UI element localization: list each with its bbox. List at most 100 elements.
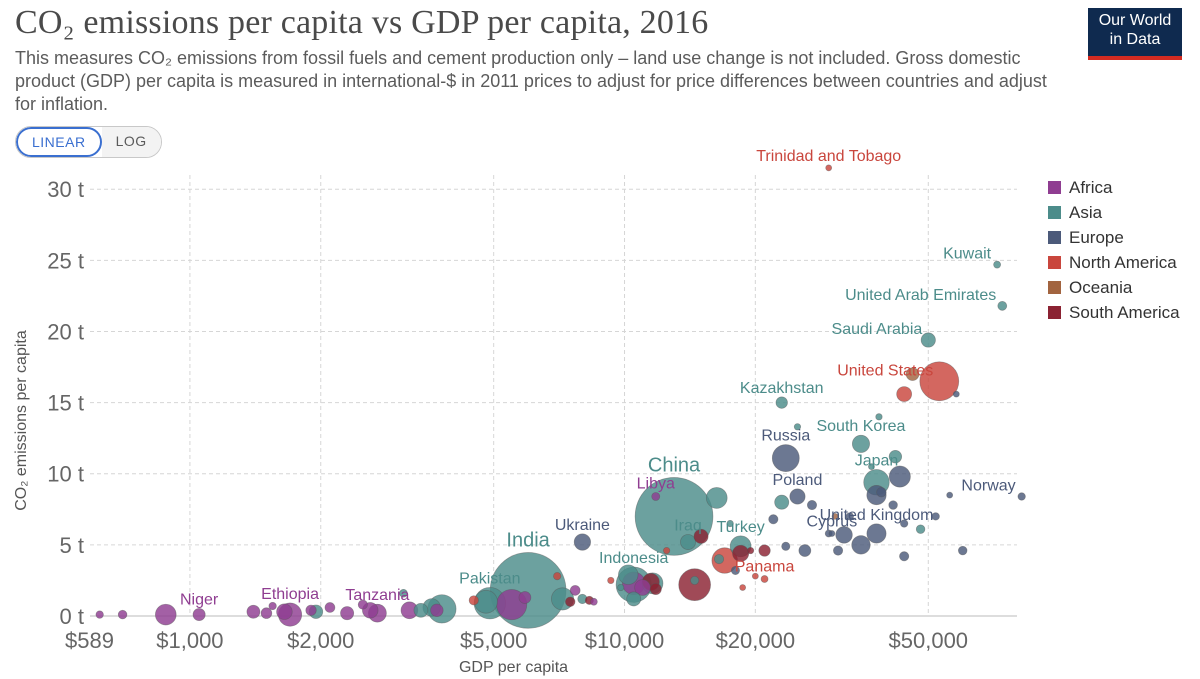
data-point [958,545,968,556]
x-tick-label: $20,000 [716,628,796,653]
data-point [430,603,444,617]
data-point [276,603,293,620]
point-label: Kuwait [943,246,992,263]
data-point [833,545,844,556]
legend-swatch [1048,206,1061,219]
owid-logo[interactable]: Our World in Data [1088,8,1182,60]
data-point [793,423,802,431]
point-label: South Korea [816,418,905,435]
data-point [324,602,336,613]
x-axis-label: GDP per capita [459,659,568,676]
legend-item[interactable]: North America [1048,250,1180,275]
scatter-chart: 0 t 5 t 10 t 15 t 20 t 25 t 30 t $589 $1,000 $2,0… [13,148,1026,676]
data-point [835,526,853,544]
data-point [768,514,779,525]
legend: Africa Asia Europe North America Oceania Sout… [1048,175,1180,325]
data-point [931,512,940,521]
data-point [905,367,920,381]
y-tick-label: 10 t [47,462,84,487]
data-point [489,552,567,629]
point-label: United Kingdom [820,507,934,524]
scale-toggle[interactable]: LINEAR LOG [15,126,162,158]
data-point [746,546,755,555]
legend-swatch [1048,281,1061,294]
data-point [751,572,759,580]
data-point [569,585,581,596]
data-point [705,487,728,509]
data-point [888,450,903,464]
data-point [95,610,104,619]
data-point [760,575,769,583]
legend-label: Europe [1069,227,1124,247]
legend-swatch [1048,306,1061,319]
point-label: Ukraine [555,517,610,534]
data-point [246,604,261,619]
data-point [565,596,576,607]
legend-item[interactable]: Europe [1048,225,1180,250]
data-point [589,597,598,606]
data-point [920,332,936,348]
legend-item[interactable]: Africa [1048,175,1180,200]
legend-item[interactable]: Oceania [1048,275,1180,300]
data-point [952,390,960,398]
point-label: United Arab Emirates [845,287,996,304]
y-tick-label: 30 t [47,177,84,202]
log-scale-button[interactable]: LOG [101,127,161,157]
data-point [775,396,788,409]
data-point [774,494,790,510]
data-point [851,535,871,555]
x-tick-label: $10,000 [585,628,665,653]
data-point [900,519,909,528]
point-label: Poland [773,472,823,489]
point-label: Norway [961,478,1015,495]
data-point [866,523,887,544]
linear-scale-button[interactable]: LINEAR [16,127,102,157]
data-point [739,584,747,591]
point-label: India [506,530,550,552]
data-point [726,519,734,528]
legend-label: South America [1069,302,1180,322]
legend-swatch [1048,256,1061,269]
x-tick-label: $50,000 [889,628,969,653]
data-point [888,500,898,510]
y-tick-label: 5 t [60,533,84,558]
data-point [899,551,910,562]
data-point [876,487,887,498]
data-point [896,386,913,402]
y-tick-label: 25 t [47,248,84,273]
chart-title: CO₂ emissions per capita vs GDP per capi… [15,4,709,41]
point-label: Panama [735,559,795,576]
data-point [997,301,1008,311]
point-label: Iraq [674,517,702,534]
data-point [919,361,960,402]
data-point [831,513,839,520]
data-point [781,541,791,551]
legend-label: Asia [1069,202,1103,222]
data-point [789,488,806,505]
data-point [268,601,277,611]
legend-item[interactable]: Asia [1048,200,1180,225]
point-label: Ethiopia [261,586,319,603]
y-axis-label: CO₂ emissions per capita [13,330,30,511]
data-point [875,413,883,421]
data-point [915,524,926,534]
x-tick-label: $5,000 [460,628,527,653]
legend-label: North America [1069,252,1177,272]
data-point [690,575,700,585]
data-point [771,444,800,472]
data-point [798,544,812,557]
point-label: United States [837,362,933,379]
point-label: Russia [761,428,810,445]
data-point [553,572,562,581]
point-label: Japan [855,453,899,470]
legend-item[interactable]: South America [1048,300,1180,325]
legend-label: Oceania [1069,277,1133,297]
point-label: China [648,455,701,477]
data-point [260,607,273,619]
logo-line-2: in Data [1109,31,1161,48]
point-label: Kazakhstan [740,380,824,397]
data-point [888,465,911,488]
x-tick-label: $2,000 [287,628,354,653]
point-label: Turkey [716,519,764,536]
data-point [413,602,429,618]
